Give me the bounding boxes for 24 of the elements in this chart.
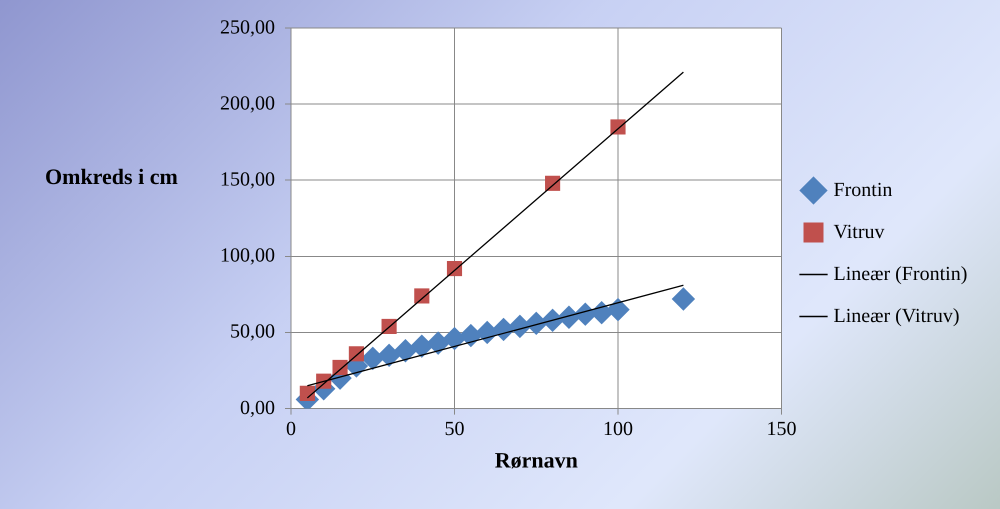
y-tick-label: 0,00: [240, 396, 275, 419]
legend-label: Vitruv: [834, 220, 885, 243]
x-tick-label: 0: [286, 418, 296, 440]
x-tick-label: 50: [444, 418, 464, 440]
point: [378, 344, 401, 367]
x-axis-title: Rørnavn: [494, 447, 578, 472]
y-tick-label: 200,00: [220, 92, 275, 114]
y-tick-label: 100,00: [220, 244, 275, 267]
point: [443, 327, 466, 350]
point: [300, 386, 315, 401]
x-tick-label: 100: [603, 418, 633, 440]
y-tick-label: 250,00: [220, 16, 275, 38]
y-tick-label: 50,00: [230, 320, 275, 343]
legend-label: Lineær (Frontin): [834, 262, 968, 285]
point: [426, 332, 450, 355]
x-tick-label: 150: [766, 418, 796, 440]
point: [410, 334, 434, 358]
legend-label: Lineær (Vitruv): [834, 304, 960, 327]
point: [672, 287, 695, 310]
point: [606, 298, 630, 322]
y-tick-label: 150,00: [220, 168, 275, 190]
y-axis-title: Omkreds i cm: [45, 164, 178, 189]
legend-label: Frontin: [834, 178, 892, 201]
point: [394, 339, 417, 362]
